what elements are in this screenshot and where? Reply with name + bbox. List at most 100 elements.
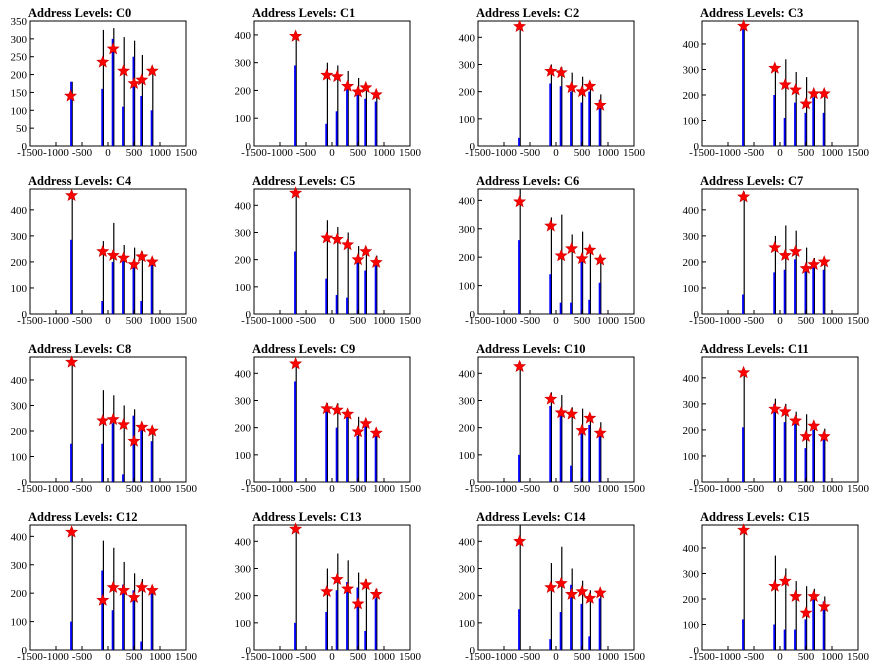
x-tick-label: 500 [798,483,815,495]
x-tick-label: 500 [798,147,815,159]
star-icon [778,404,792,418]
x-tick-label: -500 [520,483,541,495]
y-tick-label: 100 [683,619,700,631]
star-icon [575,423,589,436]
x-tick-label: -1500 [241,147,267,159]
x-tick-label: -500 [744,651,765,663]
x-tick-label: 1500 [399,315,422,327]
y-tick-label: 300 [235,58,252,70]
y-tick-label: 300 [11,560,28,572]
x-tick-label: -1500 [465,147,491,159]
star-icon [789,413,803,427]
y-tick-label: 200 [459,87,476,99]
chart-title: Address Levels: C9 [252,342,356,356]
star-icon [289,186,303,199]
x-tick-label: 1500 [399,147,422,159]
star-icon [369,255,383,268]
chart-panel: Address Levels: C11 -1500 -1000 -500 0 500 100… [672,336,896,504]
x-tick-label: -500 [744,147,765,159]
x-tick-label: -500 [72,147,93,159]
x-tick-label: -1000 [267,483,293,495]
y-tick-label: 100 [459,281,476,293]
y-tick-label: 200 [11,257,28,269]
y-tick-label: 0 [246,477,252,489]
x-tick-label: 0 [105,315,111,327]
star-icon [807,257,821,271]
star-icon [807,589,821,602]
star-icon [106,248,120,261]
x-tick-label: -500 [744,483,765,495]
x-tick-label: 500 [126,147,143,159]
chart-title: Address Levels: C7 [700,174,804,188]
y-tick-label: 150 [11,87,28,99]
y-tick-label: 400 [235,200,252,212]
y-tick-label: 100 [459,450,476,462]
histogram-svg: -1500 -1000 -500 0 500 1000 1500 0 100 200 300 400 [11,524,198,663]
x-tick-label: -1000 [715,315,741,327]
y-tick-label: 200 [11,70,28,82]
x-tick-label: 500 [574,147,591,159]
x-tick-label: -500 [744,315,765,327]
x-tick-label: -500 [72,651,93,663]
x-tick-label: -500 [296,651,317,663]
y-tick-label: 400 [11,375,28,387]
y-tick-label: 200 [683,594,700,606]
x-tick-label: 500 [126,651,143,663]
y-tick-label: 200 [11,588,28,600]
y-tick-label: 300 [459,224,476,236]
x-tick-label: -1500 [17,315,43,327]
y-tick-label: 300 [11,231,28,243]
chart-panel: Address Levels: C3 -1500 -1000 -500 0 500 1000… [672,0,896,168]
histogram-svg: -1500 -1000 -500 0 500 1000 1500 0 100 200 300 400 [459,524,646,663]
x-tick-label: 500 [574,651,591,663]
y-tick-label: 300 [683,399,700,411]
y-tick-label: 300 [459,563,476,575]
star-icon [320,584,334,598]
star-icon [778,574,792,587]
histogram-svg: -1500 -1000 -500 0 500 1000 1500 0 100 200 300 400 [459,19,646,159]
star-icon [817,429,831,442]
histogram-svg: -1500 -1000 -500 0 500 1000 1500 0 100 200 300 400 [235,186,422,327]
x-tick-label: -1500 [465,315,491,327]
y-tick-label: 0 [470,645,476,657]
star-icon [583,411,597,424]
y-tick-label: 300 [683,231,700,243]
y-tick-label: 200 [459,591,476,603]
y-tick-label: 100 [11,617,28,629]
y-tick-label: 200 [683,425,700,437]
x-tick-label: -1500 [17,483,43,495]
x-tick-label: 1500 [623,483,646,495]
x-tick-label: -1000 [491,651,517,663]
y-tick-label: 300 [459,395,476,407]
star-icon [106,412,120,426]
y-tick-label: 400 [683,373,700,385]
chart-panel: Address Levels: C0 -1500 -1000 -500 0 500 1000… [0,0,224,168]
y-tick-label: 300 [11,400,28,412]
star-icon [289,522,303,535]
star-icon [593,253,607,266]
y-tick-label: 0 [694,645,700,657]
y-tick-label: 0 [694,309,700,321]
y-tick-label: 250 [11,52,28,64]
x-tick-label: -500 [296,315,317,327]
y-tick-label: 400 [683,39,700,51]
x-tick-label: 0 [553,483,559,495]
star-icon [127,76,141,90]
x-tick-label: -1000 [491,483,517,495]
x-tick-label: 1000 [821,483,844,495]
x-tick-label: 0 [777,483,783,495]
star-icon [768,240,782,254]
histogram-svg: -1500 -1000 -500 0 500 1000 1500 0 50 100 150 200 25… [11,16,198,159]
star-icon [544,392,558,405]
star-icon [817,599,831,613]
x-tick-label: -1500 [241,483,267,495]
chart-title: Address Levels: C1 [252,6,356,20]
chart-title: Address Levels: C8 [28,342,132,356]
star-icon [778,77,792,91]
chart-panel: Address Levels: C6 -1500 -1000 -500 0 500 1000… [448,168,672,336]
y-tick-label: 0 [470,141,476,153]
star-icon [330,403,344,416]
x-tick-label: 0 [329,315,335,327]
star-icon [565,407,579,420]
